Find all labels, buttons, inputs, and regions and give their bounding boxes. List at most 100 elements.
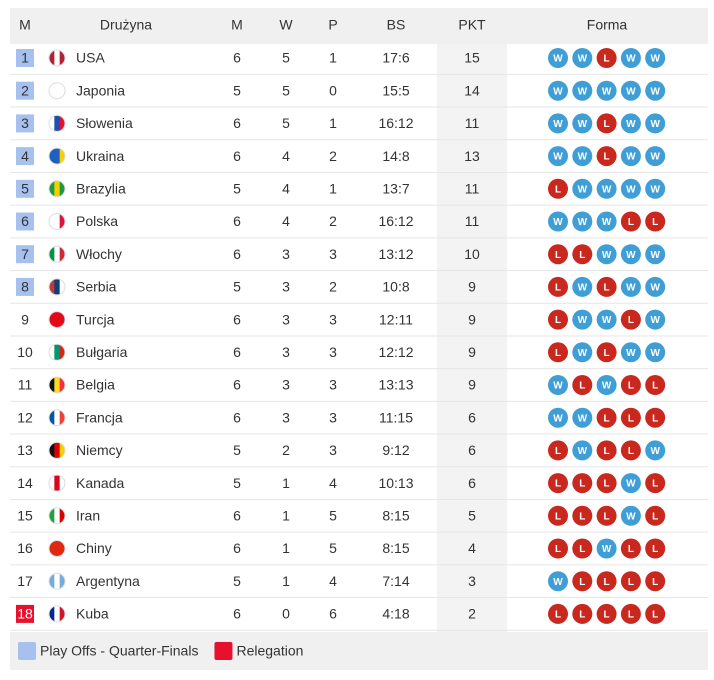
position: 14 bbox=[17, 475, 33, 491]
form-badge bbox=[620, 505, 641, 526]
form-letter: L bbox=[604, 413, 610, 424]
stat-pkt: 3 bbox=[468, 573, 476, 589]
form-letter: L bbox=[579, 511, 585, 522]
flag-stripe bbox=[49, 213, 55, 230]
form-badge bbox=[548, 80, 568, 101]
form-badge bbox=[645, 473, 666, 494]
stat-pkt: 5 bbox=[468, 508, 476, 524]
stat-w: 2 bbox=[282, 442, 290, 458]
flag-stripe bbox=[49, 246, 55, 263]
stat-m: 6 bbox=[233, 115, 241, 131]
form-letter: W bbox=[602, 250, 612, 261]
form-letter: W bbox=[626, 54, 636, 65]
form-badge bbox=[548, 375, 568, 395]
team-name: Iran bbox=[76, 508, 100, 524]
stat-p: 1 bbox=[329, 115, 337, 131]
stat-p: 3 bbox=[329, 409, 337, 425]
form-letter: L bbox=[604, 119, 610, 130]
stat-m: 6 bbox=[233, 344, 241, 360]
form-letter: L bbox=[604, 348, 610, 359]
flag-stripe bbox=[54, 507, 61, 524]
form-badge bbox=[645, 375, 666, 395]
form-badge bbox=[572, 146, 593, 167]
stat-m: 6 bbox=[233, 148, 241, 164]
position: 18 bbox=[17, 606, 33, 622]
form-badge bbox=[572, 211, 593, 232]
form-letter: L bbox=[579, 479, 585, 490]
flag-border bbox=[48, 605, 66, 623]
form-letter: W bbox=[578, 184, 588, 195]
flag-stripe bbox=[49, 82, 55, 99]
form-badge bbox=[596, 309, 617, 330]
position: 3 bbox=[21, 115, 29, 131]
flag-border bbox=[48, 49, 66, 67]
form-badge bbox=[548, 407, 568, 428]
position-marker bbox=[16, 604, 34, 623]
flag-stripe bbox=[49, 605, 55, 622]
flag-stripe bbox=[49, 311, 55, 328]
form-letter: W bbox=[626, 283, 636, 294]
flag-stripe bbox=[59, 605, 65, 622]
stat-w: 4 bbox=[282, 148, 290, 164]
stat-m: 6 bbox=[233, 508, 241, 524]
legend-label: Play Offs - Quarter-Finals bbox=[40, 643, 198, 659]
stat-w: 1 bbox=[282, 573, 290, 589]
form-badge bbox=[548, 571, 568, 592]
flag-border bbox=[48, 376, 66, 394]
form-badge bbox=[620, 538, 641, 559]
flag-border bbox=[48, 311, 66, 329]
stat-m: 5 bbox=[233, 82, 241, 98]
form-badge bbox=[645, 440, 666, 461]
form-letter: L bbox=[628, 315, 634, 326]
stat-pkt: 6 bbox=[468, 475, 476, 491]
form-letter: W bbox=[602, 184, 612, 195]
form-badge bbox=[596, 505, 617, 526]
form-badge bbox=[645, 146, 666, 167]
stat-m: 5 bbox=[233, 442, 241, 458]
form-letter: W bbox=[553, 217, 563, 228]
form-badge bbox=[620, 146, 641, 167]
form-badge bbox=[620, 244, 641, 265]
form-badge bbox=[572, 309, 593, 330]
form-badge bbox=[572, 80, 593, 101]
form-letter: L bbox=[555, 315, 561, 326]
stat-w: 3 bbox=[282, 246, 290, 262]
legend-swatch bbox=[214, 642, 233, 660]
stat-p: 3 bbox=[329, 442, 337, 458]
flag-stripe bbox=[49, 475, 55, 492]
flag-stripe bbox=[59, 246, 65, 263]
flag-stripe bbox=[49, 573, 55, 590]
flag bbox=[48, 147, 66, 165]
stat-m: 6 bbox=[233, 540, 241, 556]
flag-border bbox=[48, 507, 66, 525]
stat-bs: 16:12 bbox=[378, 115, 413, 131]
form-letter: L bbox=[604, 577, 610, 588]
flag-stripe bbox=[59, 278, 65, 295]
stat-p: 4 bbox=[329, 573, 337, 589]
form-letter: W bbox=[553, 577, 563, 588]
stat-bs: 4:18 bbox=[382, 606, 409, 622]
form-badge bbox=[596, 48, 617, 68]
column-header: PKT bbox=[458, 17, 486, 33]
flag-stripe bbox=[59, 507, 65, 524]
stat-p: 1 bbox=[329, 50, 337, 66]
stat-bs: 10:13 bbox=[378, 475, 413, 491]
flag bbox=[48, 278, 66, 296]
legend-bg bbox=[10, 632, 708, 670]
stat-pkt: 6 bbox=[468, 442, 476, 458]
flag-border bbox=[48, 540, 66, 557]
form-letter: W bbox=[553, 119, 563, 130]
column-header: Drużyna bbox=[100, 17, 152, 33]
form-badge bbox=[548, 473, 568, 494]
form-letter: L bbox=[555, 348, 561, 359]
flag-stripe bbox=[59, 442, 65, 459]
position: 17 bbox=[17, 573, 33, 589]
form-letter: W bbox=[626, 184, 636, 195]
form-letter: L bbox=[555, 446, 561, 457]
form-letter: L bbox=[579, 577, 585, 588]
form-badge bbox=[620, 178, 641, 199]
flag bbox=[48, 376, 66, 394]
stat-pkt: 15 bbox=[464, 50, 480, 66]
form-badge bbox=[645, 80, 666, 101]
